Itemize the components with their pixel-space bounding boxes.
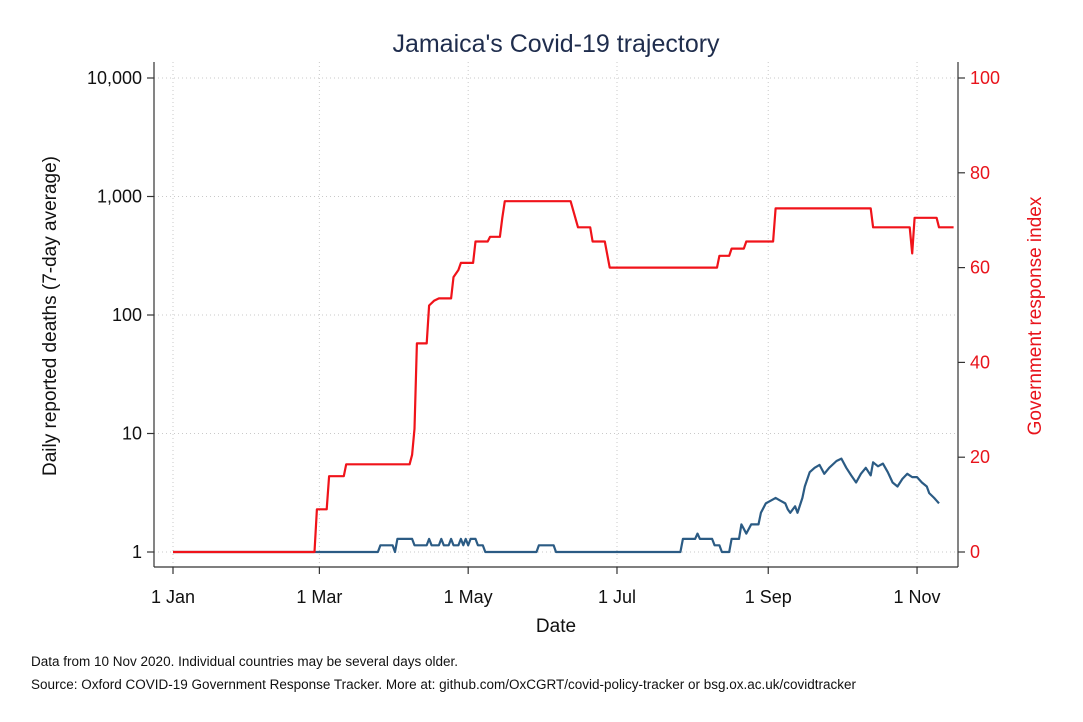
x-tick-label: 1 Sep bbox=[745, 587, 792, 607]
y2-tick-label: 60 bbox=[970, 258, 990, 278]
y-axis-label: Daily reported deaths (7-day average) bbox=[40, 156, 61, 476]
data-lines bbox=[173, 200, 954, 554]
y2-tick-label: 40 bbox=[970, 352, 990, 372]
deaths-line bbox=[173, 457, 940, 554]
y2-tick-label: 80 bbox=[970, 163, 990, 183]
x-tick-label: 1 May bbox=[444, 587, 493, 607]
grid bbox=[154, 62, 958, 567]
x-tick-label: 1 Jan bbox=[151, 587, 195, 607]
footnote-data-date: Data from 10 Nov 2020. Individual countr… bbox=[31, 654, 458, 669]
y-tick-label: 1 bbox=[132, 542, 142, 562]
response-index-line bbox=[173, 200, 954, 554]
x-axis-label: Date bbox=[536, 616, 576, 637]
axes bbox=[147, 62, 965, 574]
y-tick-label: 10 bbox=[122, 424, 142, 444]
tick-labels: 1 10 100 1,000 10,000 0 20 40 60 80 100 1 Jan 1 Mar 1… bbox=[87, 68, 1000, 607]
y2-axis-label: Government response index bbox=[1025, 196, 1046, 435]
y2-tick-label: 100 bbox=[970, 68, 1000, 88]
y-tick-label: 10,000 bbox=[87, 68, 142, 88]
y2-tick-label: 0 bbox=[970, 542, 980, 562]
footnote-source: Source: Oxford COVID-19 Government Respo… bbox=[31, 677, 857, 692]
y2-tick-label: 20 bbox=[970, 447, 990, 467]
x-tick-label: 1 Mar bbox=[296, 587, 342, 607]
x-tick-label: 1 Jul bbox=[598, 587, 636, 607]
y-tick-label: 100 bbox=[112, 305, 142, 325]
y-tick-label: 1,000 bbox=[97, 187, 142, 207]
chart-title: Jamaica's Covid-19 trajectory bbox=[392, 30, 720, 58]
x-tick-label: 1 Nov bbox=[894, 587, 941, 607]
